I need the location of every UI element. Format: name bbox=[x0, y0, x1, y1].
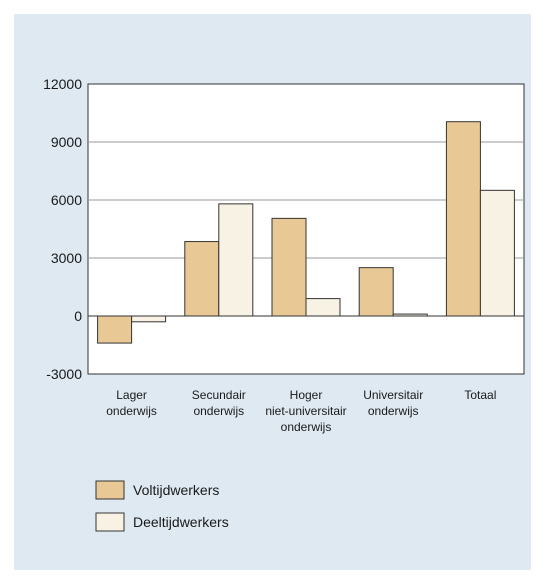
y-tick-label: 3000 bbox=[51, 250, 82, 266]
bar-deeltijdwerkers-4 bbox=[479, 189, 515, 317]
legend-label-deeltijdwerkers: Deeltijdwerkers bbox=[133, 514, 229, 530]
category-label: Hoger bbox=[290, 388, 323, 402]
category-label: onderwijs bbox=[193, 404, 244, 418]
category-label: Totaal bbox=[464, 388, 496, 402]
legend-label-voltijdwerkers: Voltijdwerkers bbox=[133, 482, 219, 498]
bar-voltijdwerkers-3 bbox=[358, 267, 394, 317]
bar-deeltijdwerkers-2 bbox=[305, 298, 341, 317]
category-label: onderwijs bbox=[106, 404, 157, 418]
category-labels: Lager onderwijs Secundair onderwijs Hoger nie… bbox=[106, 388, 496, 434]
bar-deeltijdwerkers-0 bbox=[131, 315, 167, 323]
category-label: Universitair bbox=[363, 388, 423, 402]
y-tick-label: 0 bbox=[74, 308, 82, 324]
legend-swatch-voltijdwerkers bbox=[95, 480, 125, 500]
legend: Voltijdwerkers Deeltijdwerkers bbox=[95, 480, 229, 532]
y-tick-labels: 12000 9000 6000 3000 0 -3000 bbox=[43, 76, 82, 382]
y-tick-label: 12000 bbox=[43, 76, 82, 92]
category-label: niet-universitair bbox=[265, 404, 346, 418]
bar-voltijdwerkers-4 bbox=[445, 121, 481, 317]
category-label: Secundair bbox=[192, 388, 246, 402]
y-tick-label: -3000 bbox=[46, 366, 82, 382]
bars bbox=[97, 121, 515, 344]
bar-deeltijdwerkers-1 bbox=[218, 203, 254, 317]
category-label: onderwijs bbox=[368, 404, 419, 418]
bar-voltijdwerkers-1 bbox=[184, 241, 220, 317]
category-label: onderwijs bbox=[281, 420, 332, 434]
category-label: Lager bbox=[116, 388, 147, 402]
bar-voltijdwerkers-0 bbox=[97, 315, 133, 344]
legend-swatch-deeltijdwerkers bbox=[95, 512, 125, 532]
y-tick-label: 9000 bbox=[51, 134, 82, 150]
bar-deeltijdwerkers-3 bbox=[392, 313, 428, 317]
bar-voltijdwerkers-2 bbox=[271, 217, 307, 317]
y-tick-label: 6000 bbox=[51, 192, 82, 208]
